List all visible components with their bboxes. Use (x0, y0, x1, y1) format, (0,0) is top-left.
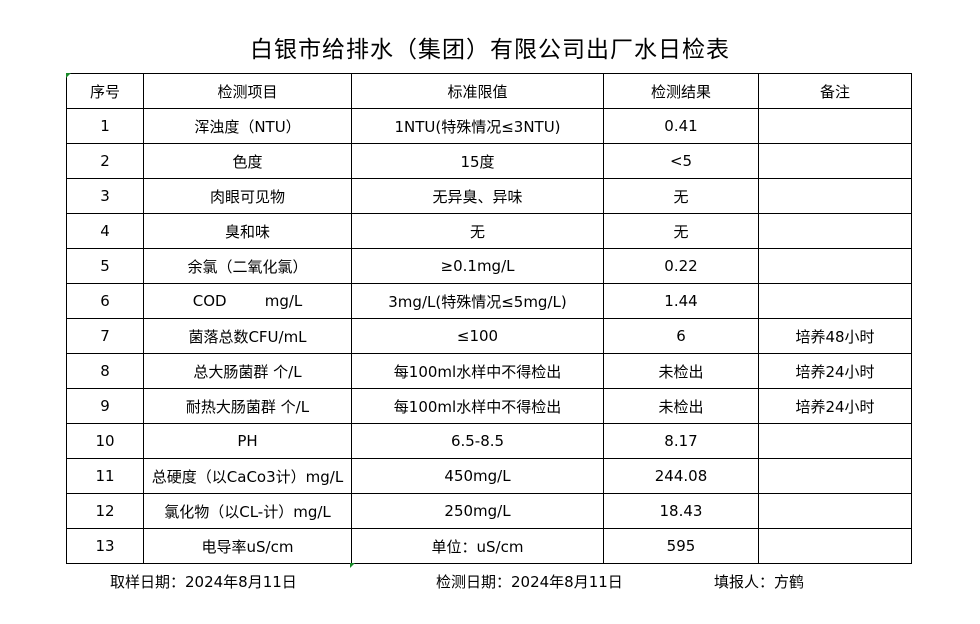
test-result-cell: 244.08 (603, 458, 759, 494)
row-number-cell: 12 (66, 493, 144, 529)
remark-cell (758, 493, 912, 529)
table-row: 4 臭和味无无 (66, 213, 912, 249)
inspection-table: 序号 检测项目 标准限值 检测结果 备注 1 浑浊度（NTU） 1NTU(特殊情况≤… (66, 73, 912, 564)
remark-cell (758, 423, 912, 459)
test-result-cell: 6 (603, 318, 759, 354)
standard-limit-cell: 250mg/L (351, 493, 604, 529)
standard-limit-cell: 1NTU(特殊情况≤3NTU) (351, 108, 604, 144)
table-row: 1 浑浊度（NTU） 1NTU(特殊情况≤3NTU) 0.41 (66, 108, 912, 144)
header-cell: 标准限值 (351, 73, 604, 109)
page-title: 白银市给排水（集团）有限公司出厂水日检表 (250, 37, 730, 63)
table-header-row: 序号 检测项目 标准限值 检测结果 备注 (66, 73, 912, 109)
test-result-cell: 18.43 (603, 493, 759, 529)
test-item-cell: 总大肠菌群 个/L (143, 353, 352, 389)
table-row: 10 PH 6.5-8.5 8.17 (66, 423, 912, 459)
header-cell: 检测项目 (143, 73, 352, 109)
table-row: 9 耐热大肠菌群 个/L 每100ml水样中不得检出 未检出 培养24小时 (66, 388, 912, 424)
standard-limit-cell: ≤100 (351, 318, 604, 354)
remark-cell (758, 283, 912, 319)
test-result-cell: 无 (603, 213, 759, 249)
row-number-cell: 2 (66, 143, 144, 179)
row-number-cell: 4 (66, 213, 144, 249)
test-result-cell: <5 (603, 143, 759, 179)
remark-cell: 培养48小时 (758, 318, 912, 354)
test-item-cell: 氯化物（以CL-计）mg/L (143, 493, 352, 529)
test-item-cell: PH (143, 423, 352, 459)
test-result-cell: 未检出 (603, 388, 759, 424)
table-row: 5 余氯（二氧化氯） ≥0.1mg/L 0.22 (66, 248, 912, 284)
remark-cell (758, 108, 912, 144)
standard-limit-cell: 每100ml水样中不得检出 (351, 353, 604, 389)
standard-limit-cell: 单位：uS/cm (351, 528, 604, 564)
standard-limit-cell: 无异臭、异味 (351, 178, 604, 214)
standard-limit-cell: 6.5-8.5 (351, 423, 604, 459)
standard-limit-cell: ≥0.1mg/L (351, 248, 604, 284)
test-item-cell: 臭和味 (143, 213, 352, 249)
row-number-cell: 3 (66, 178, 144, 214)
test-result-cell: 595 (603, 528, 759, 564)
remark-cell (758, 458, 912, 494)
standard-limit-cell: 3mg/L(特殊情况≤5mg/L) (351, 283, 604, 319)
table-row: 7 菌落总数CFU/mL ≤100 6 培养48小时 (66, 318, 912, 354)
header-cell: 备注 (758, 73, 912, 109)
row-number-cell: 1 (66, 108, 144, 144)
test-result-cell: 8.17 (603, 423, 759, 459)
remark-cell (758, 528, 912, 564)
remark-cell (758, 248, 912, 284)
standard-limit-cell: 15度 (351, 143, 604, 179)
test-item-cell: COD mg/L (143, 283, 352, 319)
remark-cell: 培养24小时 (758, 353, 912, 389)
cell-marker-icon (66, 73, 71, 78)
header-cell: 序号 (66, 73, 144, 109)
row-number-cell: 13 (66, 528, 144, 564)
row-number-cell: 8 (66, 353, 144, 389)
cell-marker-icon (350, 563, 355, 568)
test-item-cell: 菌落总数CFU/mL (143, 318, 352, 354)
test-date: 检测日期：2024年8月11日 (436, 573, 623, 591)
table-row: 13 电导率uS/cm 单位：uS/cm 595 (66, 528, 912, 564)
test-result-cell: 1.44 (603, 283, 759, 319)
sample-date: 取样日期：2024年8月11日 (110, 573, 297, 591)
remark-cell: 培养24小时 (758, 388, 912, 424)
standard-limit-cell: 无 (351, 213, 604, 249)
row-number-cell: 6 (66, 283, 144, 319)
header-cell: 检测结果 (603, 73, 759, 109)
table-row: 8 总大肠菌群 个/L 每100ml水样中不得检出 未检出 培养24小时 (66, 353, 912, 389)
test-item-cell: 肉眼可见物 (143, 178, 352, 214)
test-item-cell: 色度 (143, 143, 352, 179)
test-result-cell: 0.22 (603, 248, 759, 284)
table-row: 2 色度 15度 <5 (66, 143, 912, 179)
row-number-cell: 11 (66, 458, 144, 494)
reporter: 填报人：方鹤 (714, 573, 805, 591)
table-row: 6 COD mg/L 3mg/L(特殊情况≤5mg/L) 1.44 (66, 283, 912, 319)
row-number-cell: 7 (66, 318, 144, 354)
remark-cell (758, 143, 912, 179)
standard-limit-cell: 每100ml水样中不得检出 (351, 388, 604, 424)
test-result-cell: 未检出 (603, 353, 759, 389)
test-result-cell: 无 (603, 178, 759, 214)
test-item-cell: 电导率uS/cm (143, 528, 352, 564)
test-result-cell: 0.41 (603, 108, 759, 144)
remark-cell (758, 213, 912, 249)
table-row: 12 氯化物（以CL-计）mg/L 250mg/L 18.43 (66, 493, 912, 529)
test-item-cell: 总硬度（以CaCo3计）mg/L (143, 458, 352, 494)
test-item-cell: 余氯（二氧化氯） (143, 248, 352, 284)
test-item-cell: 耐热大肠菌群 个/L (143, 388, 352, 424)
row-number-cell: 5 (66, 248, 144, 284)
table-row: 11 总硬度（以CaCo3计）mg/L 450mg/L 244.08 (66, 458, 912, 494)
row-number-cell: 10 (66, 423, 144, 459)
row-number-cell: 9 (66, 388, 144, 424)
standard-limit-cell: 450mg/L (351, 458, 604, 494)
table-row: 3 肉眼可见物 无异臭、异味无 (66, 178, 912, 214)
remark-cell (758, 178, 912, 214)
test-item-cell: 浑浊度（NTU） (143, 108, 352, 144)
